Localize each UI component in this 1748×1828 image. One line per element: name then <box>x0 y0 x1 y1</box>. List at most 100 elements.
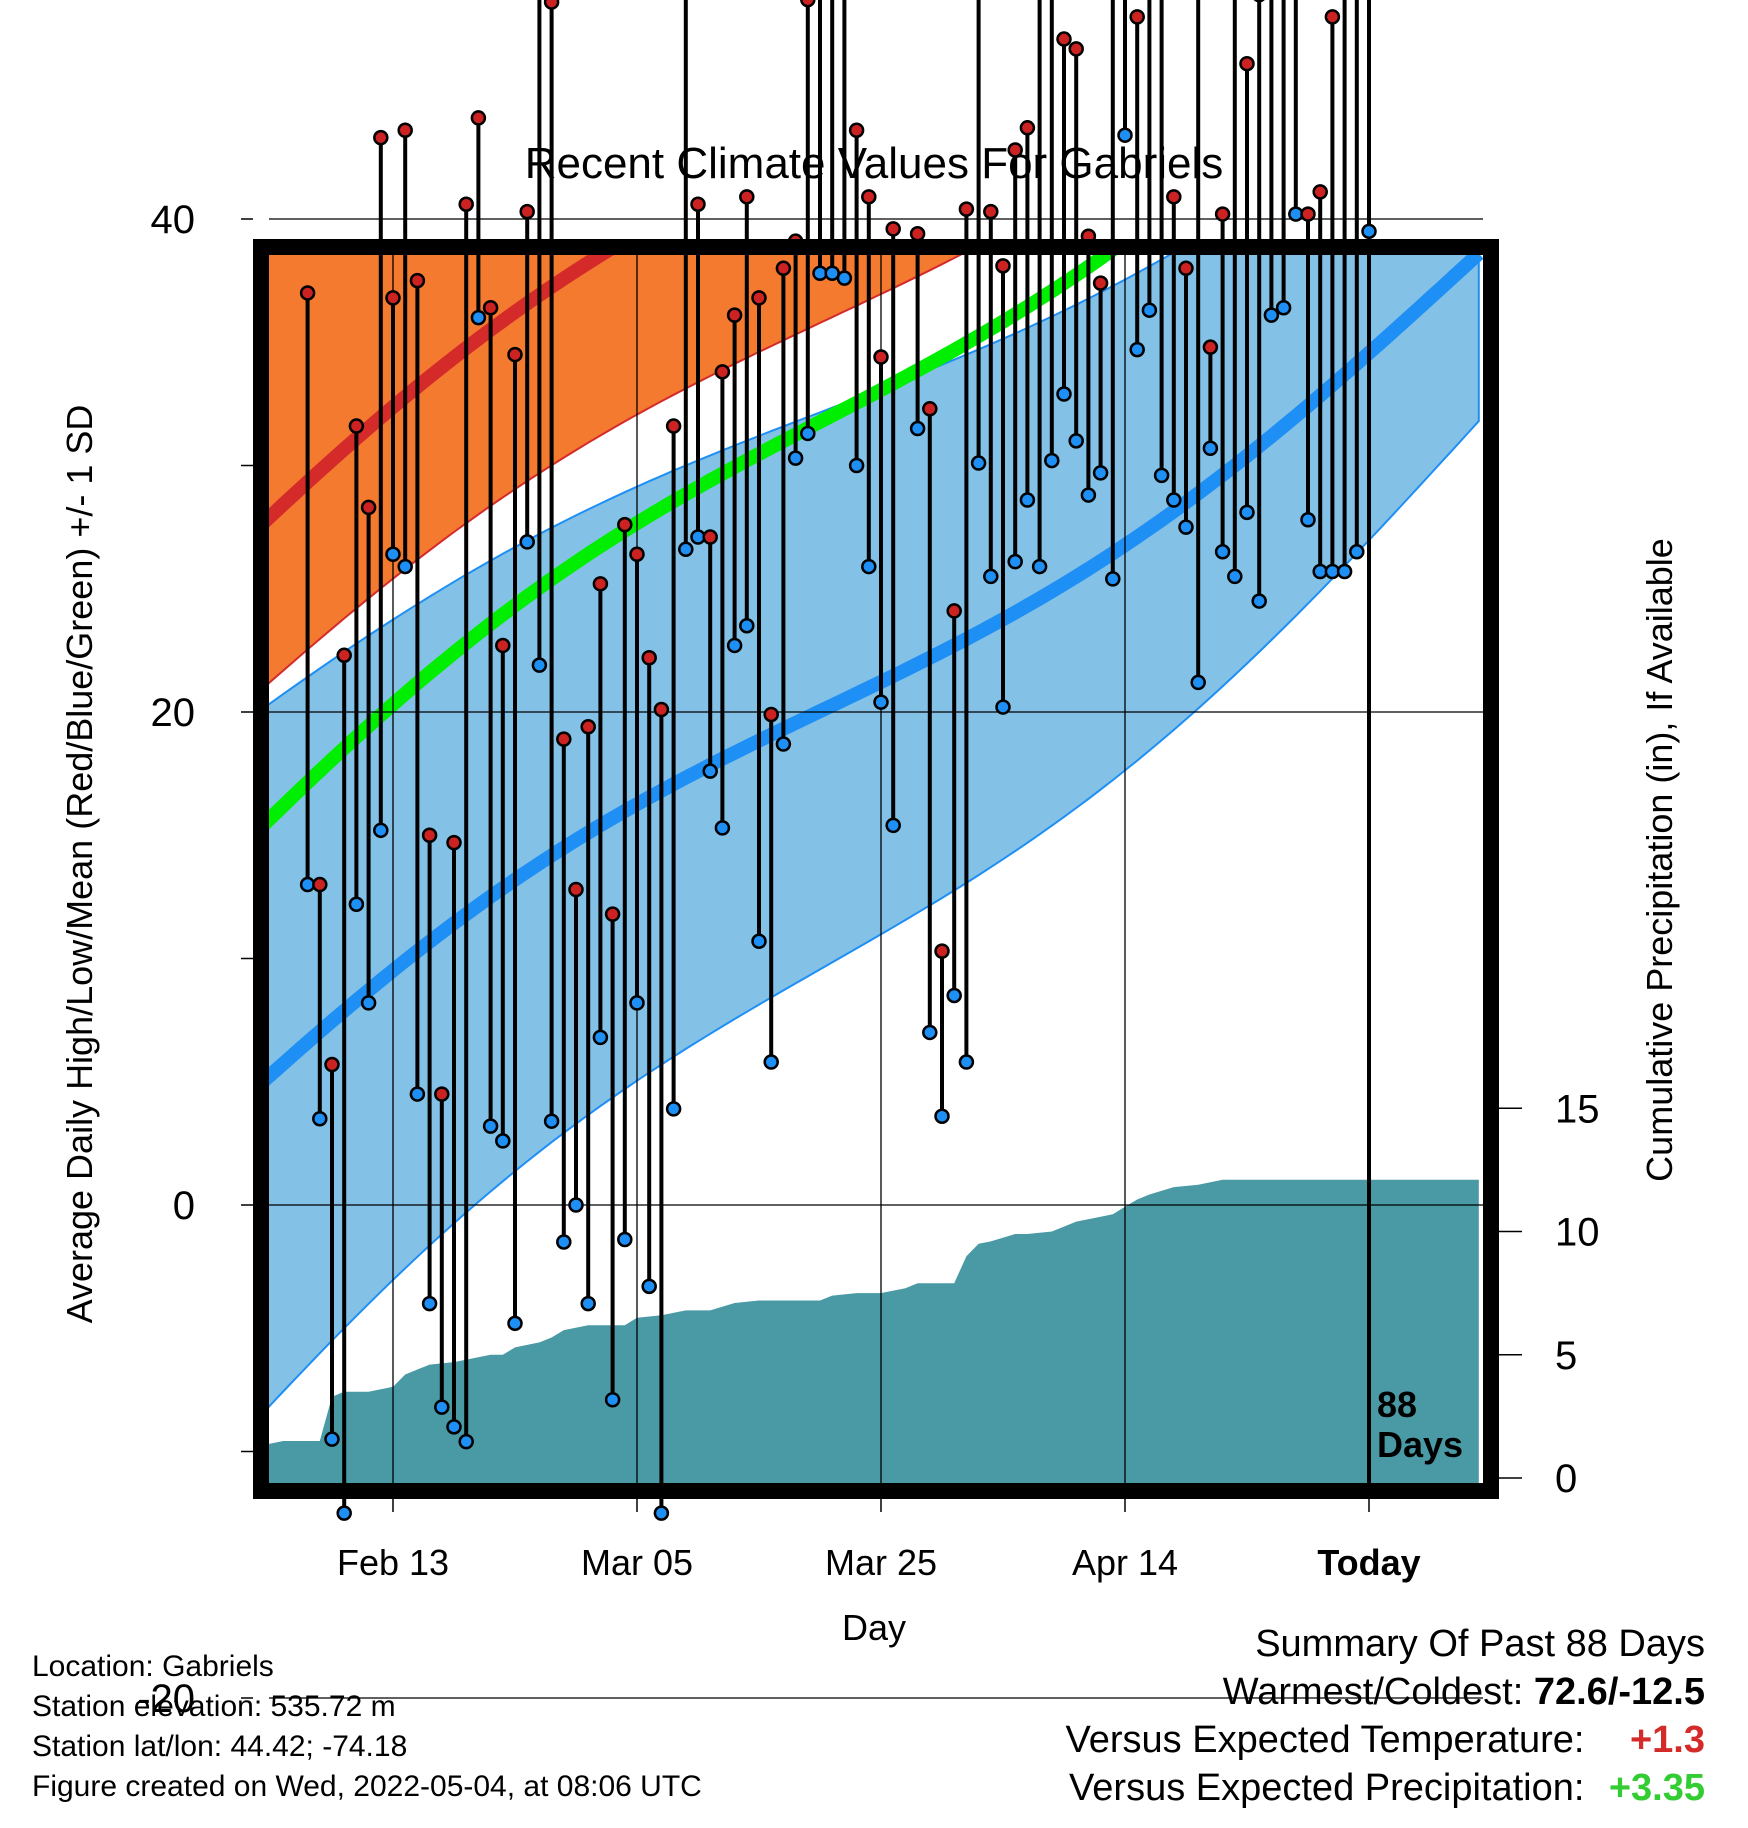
daily-low-point <box>946 987 962 1004</box>
daily-low-point <box>1153 467 1170 484</box>
daily-high-point <box>873 349 889 365</box>
warm-cold-label: Warmest/Coldest: <box>1222 1671 1524 1713</box>
daily-low-point <box>861 558 877 575</box>
daily-low-point <box>1166 492 1182 508</box>
daily-high-point <box>641 650 657 666</box>
daily-high-point <box>958 201 975 217</box>
summary-warm-cold: Warmest/Coldest: 72.6/-12.5 <box>1066 1668 1705 1716</box>
normals-bands <box>269 255 1483 1409</box>
x-tick-label: Mar 25 <box>825 1542 937 1583</box>
x-axis-label: Day <box>842 1607 906 1648</box>
precip-area <box>269 1179 1479 1483</box>
daily-high-point <box>848 122 865 139</box>
daily-low-point <box>336 1505 352 1521</box>
daily-high-point <box>604 906 621 922</box>
location-text: Location: Gabriels <box>32 1650 274 1683</box>
daily-high-point <box>617 516 633 533</box>
daily-low-point <box>1251 593 1267 609</box>
daily-high-point <box>580 719 596 735</box>
plot-area <box>269 255 1483 1483</box>
avg-low-line <box>269 255 1483 1086</box>
daily-low-point <box>970 455 987 471</box>
daily-high-point <box>1312 184 1328 200</box>
daily-high-point <box>1253 0 1265 3</box>
daily-high-point <box>739 189 755 205</box>
created-text: Figure created on Wed, 2022-05-04, at 08… <box>32 1770 702 1803</box>
x-tick-label: Apr 14 <box>1072 1542 1178 1583</box>
x-tick-label: Feb 13 <box>337 1542 449 1583</box>
daily-high-point <box>336 647 352 664</box>
daily-low-point <box>751 933 767 949</box>
daily-low-point <box>1044 452 1060 469</box>
latlon-text: Station lat/lon: 44.42; -74.18 <box>32 1730 408 1763</box>
daily-high-point <box>470 110 487 126</box>
today-days-count: 88 <box>1377 1384 1417 1425</box>
daily-low-point <box>495 1133 511 1149</box>
daily-high-point <box>360 499 377 516</box>
daily-low-point <box>507 1315 523 1332</box>
daily-low-point <box>995 699 1011 715</box>
daily-low-point <box>629 995 645 1011</box>
summary-precip: Versus Expected Precipitation: +3.35 <box>1066 1764 1705 1812</box>
y2-axis-label: Cumulative Precipitation (in), If Availa… <box>1639 538 1680 1182</box>
daily-high-point <box>800 0 816 8</box>
daily-high-point <box>495 637 511 654</box>
daily-high-point <box>629 546 645 562</box>
summary-heading: Summary Of Past 88 Days <box>1255 1623 1705 1665</box>
daily-low-point <box>604 1391 621 1408</box>
daily-low-point <box>312 1110 328 1127</box>
daily-high-point <box>421 827 438 843</box>
daily-high-point <box>1324 9 1341 25</box>
daily-low-point <box>580 1295 596 1312</box>
low-sd-band <box>269 255 1480 1409</box>
warm-cold-value: 72.6/-12.5 <box>1533 1671 1705 1713</box>
daily-low-point <box>1190 674 1206 691</box>
daily-low-point <box>1202 440 1219 456</box>
daily-low-point <box>1141 302 1158 318</box>
daily-high-point <box>726 307 743 323</box>
daily-low-point <box>1117 127 1133 143</box>
daily-low-point <box>1275 299 1292 316</box>
daily-high-point <box>446 834 462 851</box>
y2-tick-label: 15 <box>1555 1087 1600 1131</box>
daily-high-point <box>1056 31 1072 47</box>
daily-low-point <box>324 1431 340 1447</box>
daily-low-point <box>836 270 853 286</box>
daily-low-point <box>983 568 999 585</box>
daily-high-point <box>690 196 706 212</box>
daily-low-point <box>1300 511 1316 528</box>
avg-high-line <box>269 255 614 528</box>
daily-low-point <box>763 1054 779 1070</box>
daily-low-point <box>714 820 731 836</box>
daily-low-point <box>617 1231 633 1248</box>
daily-low-point <box>1336 563 1353 580</box>
daily-low-point <box>1263 307 1280 323</box>
y2-tick-label: 5 <box>1555 1334 1577 1378</box>
daily-high-point <box>1092 275 1109 291</box>
daily-low-point <box>1361 223 1377 240</box>
daily-low-point <box>873 694 889 710</box>
y-tick-label: 20 <box>151 691 196 735</box>
daily-low-point <box>421 1295 438 1312</box>
daily-low-point <box>1007 553 1023 570</box>
daily-high-point <box>592 576 609 592</box>
daily-low-point <box>641 1278 657 1295</box>
daily-low-point <box>1068 433 1084 449</box>
daily-high-point <box>1166 189 1182 205</box>
daily-high-point <box>1007 142 1023 158</box>
daily-low-point <box>1178 519 1194 535</box>
daily-high-point <box>1214 206 1231 222</box>
daily-low-point <box>922 1024 938 1041</box>
daily-low-point <box>556 1234 572 1250</box>
daily-high-point <box>714 364 731 380</box>
daily-low-point <box>702 763 718 779</box>
daily-high-point <box>909 226 926 242</box>
daily-low-point <box>678 541 694 558</box>
daily-low-point <box>1349 544 1365 560</box>
daily-low-point <box>1214 544 1231 560</box>
daily-high-point <box>763 706 779 723</box>
daily-low-point <box>1092 465 1109 481</box>
daily-low-point <box>958 1054 975 1070</box>
